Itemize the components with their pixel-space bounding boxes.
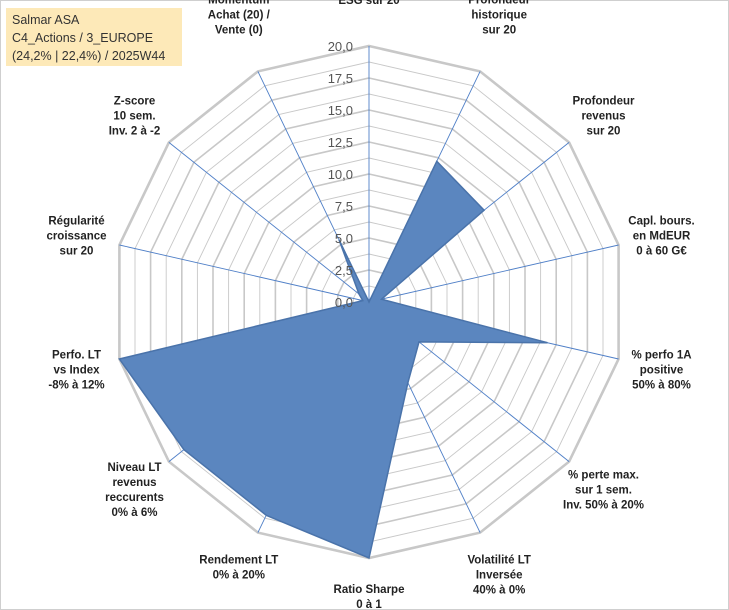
- company-name: Salmar ASA: [12, 13, 80, 27]
- axis-label-line: 50% à 80%: [632, 379, 691, 391]
- axis-label-line: Rendement LT: [199, 554, 278, 566]
- axis-label-line: Ratio Sharpe: [334, 584, 405, 596]
- axis-label-line: Perfo. LT: [52, 349, 101, 361]
- axis-label-line: en MdEUR: [633, 231, 691, 243]
- axis-spoke: [368, 244, 619, 303]
- axis-label-line: 10 sem.: [113, 111, 155, 123]
- axis-label-line: sur 20: [587, 126, 621, 138]
- radar-series: [118, 160, 548, 560]
- axis-label: Ratio Sharpe 0 à 1: [334, 584, 405, 610]
- axis-label: Perfo. LT vs Index -8% à 12%: [48, 349, 104, 391]
- axis-label-line: ESG sur 20: [338, 0, 399, 7]
- axis-label-line: Capl. bours.: [628, 216, 694, 228]
- axis-label: Régularité croissance sur 20: [46, 216, 106, 258]
- axis-label-line: Profondeur: [468, 0, 530, 7]
- axis-label-line: Vente (0): [215, 25, 263, 37]
- axis-label-line: Inv. 2 à -2: [109, 126, 161, 138]
- axis-label: Rendement LT 0% à 20%: [199, 554, 278, 581]
- tick-label: 12,5: [328, 135, 353, 150]
- axis-label-line: positive: [640, 364, 683, 376]
- axis-label-line: Inv. 50% à 20%: [563, 500, 644, 512]
- axis-label: Profondeur revenus sur 20: [573, 96, 635, 138]
- axis-label-line: Profondeur: [573, 96, 635, 108]
- tick-label: 20,0: [328, 39, 353, 54]
- axis-spoke: [168, 142, 370, 303]
- axis-label-line: Volatilité LT: [467, 554, 530, 566]
- axis-label-line: % perfo 1A: [631, 349, 691, 361]
- axis-label-line: 0 à 60 G€: [636, 246, 687, 258]
- axis-label-line: vs Index: [53, 364, 100, 376]
- radar-tick-labels: 0,0 2,5 5,0 7,5 10,0 12,5 15,0 17,5 20,0: [328, 39, 353, 310]
- chart-title-box: Salmar ASA C4_Actions / 3_EUROPE (24,2% …: [6, 8, 182, 66]
- axis-label: % perfo 1A positive 50% à 80%: [631, 349, 691, 391]
- axis-label-line: revenus: [112, 477, 156, 489]
- axis-label: Capl. bours. en MdEUR 0 à 60 G€: [628, 216, 694, 258]
- axis-label-line: reccurents: [105, 492, 164, 504]
- axis-label: Z-score 10 sem. Inv. 2 à -2: [109, 96, 161, 138]
- axis-label: Volatilité LT Inversée 40% à 0%: [467, 554, 530, 596]
- axis-label: Niveau LT revenus reccurents 0% à 6%: [105, 462, 164, 519]
- axis-label-line: 0 à 1: [356, 599, 382, 610]
- period-label: (24,2% | 22,4%) / 2025W44: [12, 49, 166, 63]
- axis-label-line: 40% à 0%: [473, 584, 525, 596]
- axis-label: Profondeur historique sur 20: [468, 0, 530, 37]
- axis-label-line: historique: [471, 10, 527, 22]
- axis-label: NoteESG sur 20: [338, 0, 399, 7]
- axis-label-line: -8% à 12%: [48, 379, 104, 391]
- tick-label: 5,0: [335, 231, 353, 246]
- tick-label: 17,5: [328, 71, 353, 86]
- axis-label-line: 0% à 20%: [213, 569, 265, 581]
- tick-label: 15,0: [328, 103, 353, 118]
- axis-label-line: croissance: [46, 231, 106, 243]
- axis-label-line: sur 20: [60, 246, 94, 258]
- axis-label: % perte max. sur 1 sem. Inv. 50% à 20%: [563, 470, 644, 512]
- series-area: [118, 160, 548, 560]
- axis-label: Momentum Achat (20) / Vente (0): [208, 0, 271, 37]
- axis-label-line: revenus: [581, 111, 625, 123]
- category-label: C4_Actions / 3_EUROPE: [12, 31, 154, 45]
- axis-label-line: Achat (20) /: [208, 10, 271, 22]
- tick-label: 10,0: [328, 167, 353, 182]
- axis-label-line: sur 20: [482, 25, 516, 37]
- axis-label-line: 0% à 6%: [111, 507, 157, 519]
- axis-label-line: % perte max.: [568, 470, 639, 482]
- axis-label-line: Momentum: [208, 0, 269, 7]
- axis-label-line: Régularité: [48, 216, 104, 228]
- axis-spoke: [119, 244, 370, 303]
- axis-label-line: Inversée: [476, 569, 523, 581]
- axis-label-line: Niveau LT: [107, 462, 161, 474]
- radar-axis-labels: NoteESG sur 20 Profondeur historique sur 20…: [46, 0, 694, 610]
- tick-label: 7,5: [335, 199, 353, 214]
- tick-label: 2,5: [335, 263, 353, 278]
- axis-label-line: Z-score: [114, 96, 156, 108]
- axis-label-line: sur 1 sem.: [575, 485, 632, 497]
- tick-label: 0,0: [335, 295, 353, 310]
